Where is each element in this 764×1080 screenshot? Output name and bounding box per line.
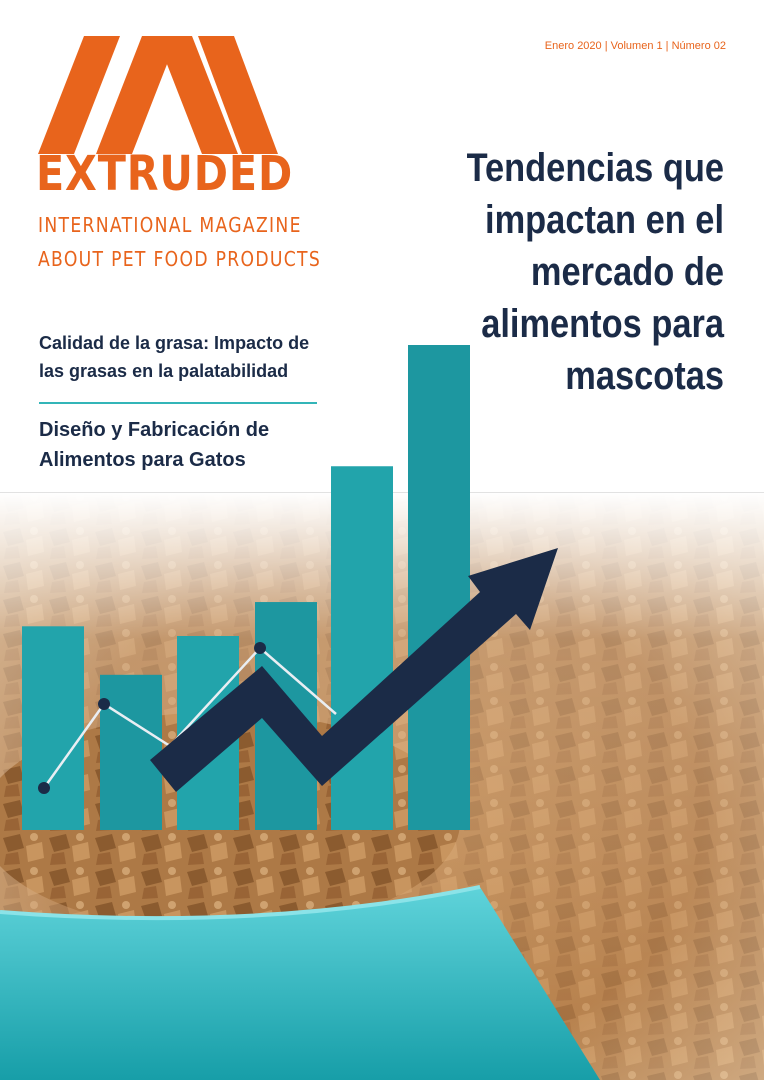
article-teaser-cat-food: Diseño y Fabricación de Alimentos para G…: [39, 419, 270, 471]
trend-chart-illustration: [22, 345, 558, 830]
bar-group: [22, 345, 470, 830]
chart-bar: [22, 626, 84, 830]
chart-bar: [100, 674, 162, 830]
cover-headline: Tendencias que impactan en el mercado de…: [466, 146, 724, 398]
teaser-divider: [39, 402, 317, 404]
brand-tagline-line2: ABOUT PET FOOD PRODUCTS: [38, 247, 322, 271]
chart-bar: [331, 466, 393, 830]
article-teaser-fat-quality: Calidad de la grasa: Impacto de las gras…: [39, 333, 310, 381]
chart-bar: [408, 345, 470, 830]
brand-tagline-line1: INTERNATIONAL MAGAZINE: [38, 213, 302, 237]
issue-info: Enero 2020 | Volumen 1 | Número 02: [544, 40, 726, 52]
trend-arrow-icon: [150, 548, 558, 792]
logo-mark-icon: [38, 36, 278, 154]
brand-name: EXTRUDED: [36, 146, 294, 202]
